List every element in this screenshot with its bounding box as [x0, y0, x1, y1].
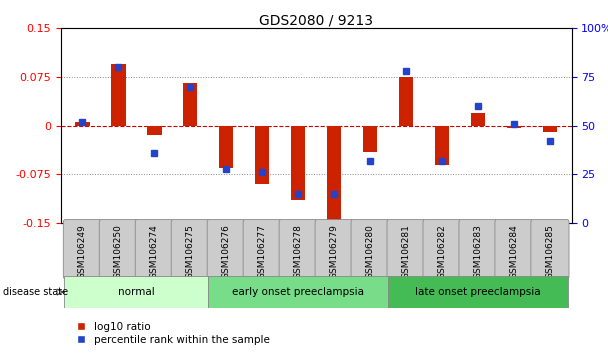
- Text: GSM106249: GSM106249: [78, 224, 87, 279]
- FancyBboxPatch shape: [279, 219, 317, 279]
- FancyBboxPatch shape: [315, 219, 353, 279]
- Text: GSM106283: GSM106283: [474, 224, 483, 279]
- Bar: [111, 64, 125, 126]
- Text: GSM106277: GSM106277: [258, 224, 267, 279]
- Bar: [388, 276, 568, 308]
- Text: GSM106279: GSM106279: [330, 224, 339, 279]
- Text: disease state: disease state: [3, 287, 68, 297]
- Bar: [75, 122, 89, 126]
- Bar: [147, 126, 162, 136]
- Legend: log10 ratio, percentile rank within the sample: log10 ratio, percentile rank within the …: [66, 318, 274, 349]
- Bar: [255, 126, 269, 184]
- Bar: [471, 113, 485, 126]
- Text: GSM106250: GSM106250: [114, 224, 123, 279]
- Bar: [209, 276, 388, 308]
- Bar: [291, 126, 305, 200]
- Text: GSM106276: GSM106276: [222, 224, 231, 279]
- Bar: [327, 126, 341, 220]
- FancyBboxPatch shape: [351, 219, 389, 279]
- Text: GSM106274: GSM106274: [150, 224, 159, 279]
- FancyBboxPatch shape: [135, 219, 173, 279]
- Text: GSM106275: GSM106275: [186, 224, 195, 279]
- FancyBboxPatch shape: [63, 219, 102, 279]
- Bar: [363, 126, 378, 152]
- FancyBboxPatch shape: [171, 219, 209, 279]
- Text: normal: normal: [118, 287, 154, 297]
- FancyBboxPatch shape: [495, 219, 533, 279]
- FancyBboxPatch shape: [423, 219, 461, 279]
- Bar: [435, 126, 449, 165]
- Bar: [399, 77, 413, 126]
- Bar: [219, 126, 233, 168]
- Bar: [183, 84, 198, 126]
- Text: GSM106281: GSM106281: [401, 224, 410, 279]
- Text: GSM106284: GSM106284: [510, 224, 519, 279]
- Bar: [64, 276, 209, 308]
- FancyBboxPatch shape: [459, 219, 497, 279]
- Bar: [507, 126, 521, 128]
- FancyBboxPatch shape: [387, 219, 425, 279]
- Text: early onset preeclampsia: early onset preeclampsia: [232, 287, 364, 297]
- Text: late onset preeclampsia: late onset preeclampsia: [415, 287, 541, 297]
- FancyBboxPatch shape: [99, 219, 137, 279]
- Text: GSM106278: GSM106278: [294, 224, 303, 279]
- Title: GDS2080 / 9213: GDS2080 / 9213: [259, 13, 373, 27]
- Bar: [543, 126, 557, 132]
- FancyBboxPatch shape: [243, 219, 282, 279]
- Text: GSM106285: GSM106285: [545, 224, 554, 279]
- FancyBboxPatch shape: [531, 219, 569, 279]
- FancyBboxPatch shape: [207, 219, 245, 279]
- Text: GSM106280: GSM106280: [365, 224, 375, 279]
- Text: GSM106282: GSM106282: [438, 224, 446, 279]
